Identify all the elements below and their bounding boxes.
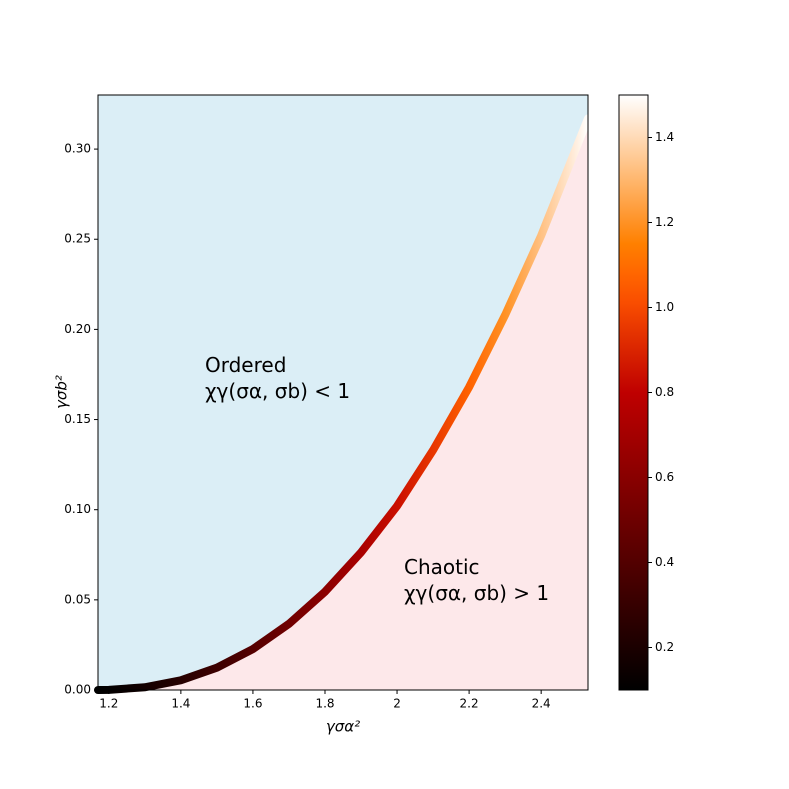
colorbar-tick-label: 0.8 [655,385,674,399]
boundary-line [94,114,592,694]
y-tick-label: 0.20 [64,322,91,336]
x-tick-label: 1.8 [315,697,334,711]
annotation: χγ(σα, σb) > 1 [404,581,549,605]
colorbar-tick-label: 1.4 [655,130,674,144]
annotation: χγ(σα, σb) < 1 [205,379,350,403]
x-tick-label: 2 [393,697,401,711]
y-tick-label: 0.10 [64,502,91,516]
y-tick-label: 0.25 [64,232,91,246]
x-tick-label: 1.6 [243,697,262,711]
colorbar-tick-label: 0.4 [655,555,674,569]
annotation: Chaotic [404,555,480,579]
colorbar-tick-label: 0.2 [655,640,674,654]
annotation: Ordered [205,353,286,377]
colorbar-tick-label: 1.2 [655,215,674,229]
x-tick-label: 1.4 [171,697,190,711]
colorbar-tick-label: 1.0 [655,300,674,314]
chaotic-region [98,118,588,690]
ordered-region [98,95,588,690]
x-tick-label: 2.4 [532,697,551,711]
colorbar-tick-label: 0.6 [655,470,674,484]
y-tick-label: 0.00 [64,683,91,697]
y-tick-label: 0.15 [64,412,91,426]
y-tick-label: 0.05 [64,592,91,606]
y-tick-label: 0.30 [64,142,91,156]
plot-frame [97,94,589,691]
x-tick-label: 2.2 [460,697,479,711]
x-tick-label: 1.2 [99,697,118,711]
x-axis-label: γσα² [326,718,360,736]
y-axis-label: γσb² [53,375,71,409]
colorbar [618,94,649,691]
